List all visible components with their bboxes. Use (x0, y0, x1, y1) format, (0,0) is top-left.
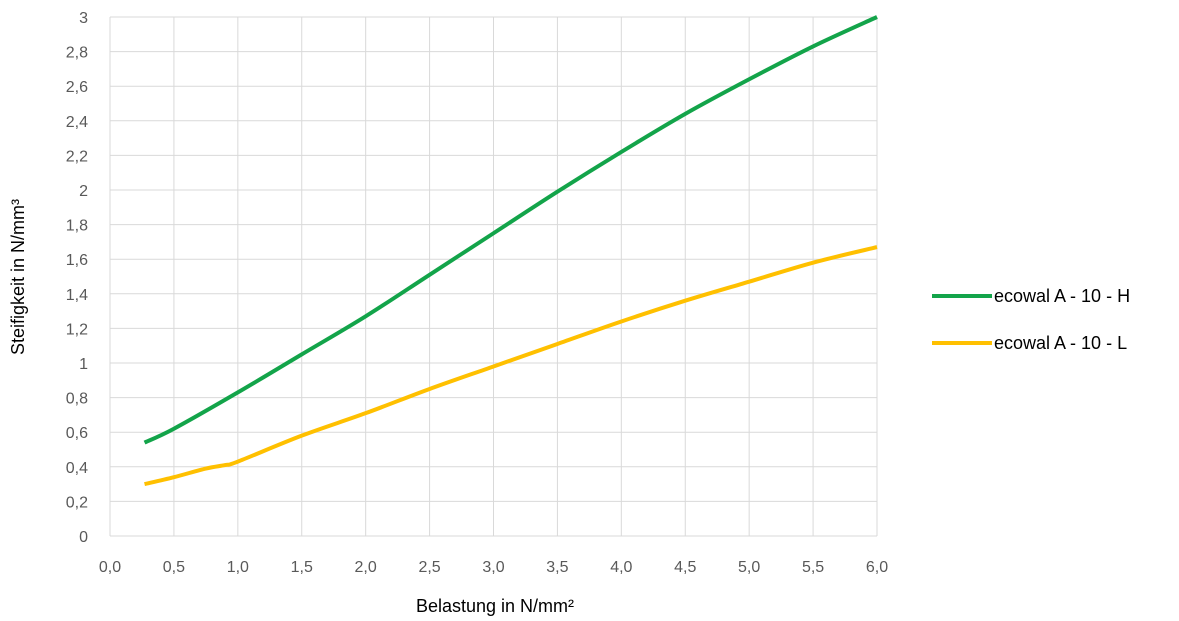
series-lines (143, 15, 878, 487)
y-tick-label: 1,8 (66, 218, 88, 235)
y-tick-label: 0 (79, 529, 88, 546)
series-line-l (144, 245, 878, 487)
y-tick-label: 2,4 (66, 114, 88, 131)
legend: ecowal A - 10 - H ecowal A - 10 - L (932, 286, 1130, 353)
x-tick-label: 5,5 (802, 559, 824, 576)
y-tick-label: 2 (79, 183, 88, 200)
legend-label-h: ecowal A - 10 - H (994, 286, 1130, 306)
x-tick-label: 3,5 (546, 559, 568, 576)
x-tick-label: 0,5 (163, 559, 185, 576)
y-tick-label: 1,6 (66, 252, 88, 269)
y-tick-label: 0,4 (66, 460, 88, 477)
x-tick-label: 4,0 (610, 559, 632, 576)
y-axis-title: Steifigkeit in N/mm³ (8, 199, 28, 355)
x-axis-tick-labels: 0,0 0,5 1,0 1,5 2,0 2,5 3,0 3,5 4,0 4,5 5,0 5,5 6,0 (99, 559, 888, 576)
y-tick-label: 0,6 (66, 425, 88, 442)
legend-label-l: ecowal A - 10 - L (994, 333, 1127, 353)
y-tick-label: 1,2 (66, 321, 88, 338)
x-tick-label: 3,0 (482, 559, 504, 576)
x-tick-label: 6,0 (866, 559, 888, 576)
x-tick-label: 1,0 (227, 559, 249, 576)
y-tick-label: 1,4 (66, 287, 88, 304)
x-axis-title: Belastung in N/mm² (416, 596, 574, 616)
y-tick-label: 1 (79, 356, 88, 373)
y-tick-label: 0,8 (66, 391, 88, 408)
x-tick-label: 2,5 (418, 559, 440, 576)
x-tick-label: 4,5 (674, 559, 696, 576)
y-tick-label: 2,2 (66, 148, 88, 165)
x-tick-label: 5,0 (738, 559, 760, 576)
y-tick-label: 3 (79, 10, 88, 27)
x-tick-label: 2,0 (355, 559, 377, 576)
y-axis-tick-labels: 0 0,2 0,4 0,6 0,8 1 1,2 1,4 1,6 1,8 2 2,2 2,4 2,6 2,8 3 (66, 10, 88, 546)
y-tick-label: 0,2 (66, 494, 88, 511)
y-tick-label: 2,6 (66, 79, 88, 96)
series-line-h (143, 15, 878, 445)
gridlines (109, 16, 878, 537)
y-tick-label: 2,8 (66, 45, 88, 62)
x-tick-label: 0,0 (99, 559, 121, 576)
x-tick-label: 1,5 (291, 559, 313, 576)
